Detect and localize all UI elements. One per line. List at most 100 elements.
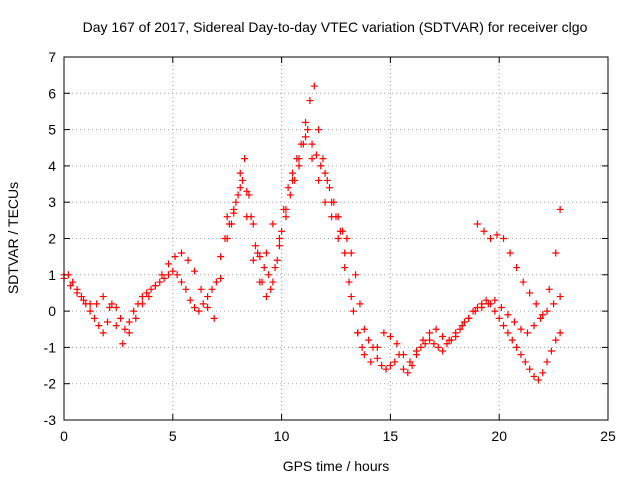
data-point: [217, 253, 225, 261]
data-point: [230, 205, 238, 213]
data-point: [145, 293, 153, 301]
data-point: [556, 329, 564, 337]
plot-frame: [63, 56, 609, 421]
data-point: [352, 271, 360, 279]
data-point: [315, 126, 323, 134]
data-point: [267, 285, 275, 293]
data-point: [288, 169, 296, 177]
data-points: [60, 82, 564, 384]
data-point: [386, 333, 394, 341]
data-point: [86, 300, 94, 308]
data-point: [260, 264, 268, 272]
data-point: [500, 322, 508, 330]
data-point: [323, 176, 331, 184]
data-point: [208, 285, 216, 293]
data-point: [210, 314, 218, 322]
data-point: [430, 340, 438, 348]
data-point: [534, 376, 542, 384]
data-point: [304, 126, 312, 134]
data-point: [545, 285, 553, 293]
data-point: [347, 249, 355, 257]
data-point: [486, 235, 494, 242]
data-point: [406, 358, 414, 366]
data-point: [367, 358, 375, 366]
data-point: [169, 267, 177, 275]
data-point: [360, 351, 368, 359]
data-point: [543, 358, 551, 366]
data-point: [269, 220, 277, 228]
data-point: [171, 253, 179, 261]
data-point: [282, 213, 290, 221]
x-tick-label: 25: [600, 428, 616, 444]
data-point: [345, 278, 353, 286]
data-point: [413, 347, 421, 355]
data-point: [138, 293, 146, 301]
data-point: [517, 351, 525, 359]
data-point: [104, 318, 112, 326]
x-tick-label: 15: [383, 428, 399, 444]
data-point: [204, 303, 212, 311]
data-point: [508, 336, 516, 344]
data-point: [262, 293, 270, 301]
data-point: [321, 198, 329, 206]
data-point: [302, 133, 310, 141]
data-point: [293, 155, 301, 163]
data-point: [273, 256, 281, 264]
data-point: [547, 347, 555, 355]
data-point: [178, 278, 186, 286]
data-point: [373, 354, 381, 362]
data-point: [160, 274, 168, 282]
x-axis-label: GPS time / hours: [283, 458, 390, 474]
y-tick-label: 2: [48, 231, 56, 247]
data-point: [408, 362, 416, 370]
data-point: [173, 271, 181, 279]
data-point: [95, 322, 103, 330]
data-point: [269, 278, 277, 286]
data-point: [197, 285, 205, 293]
data-point: [151, 282, 159, 290]
y-tick-label: -3: [44, 412, 57, 428]
data-point: [245, 191, 253, 199]
data-point: [473, 220, 481, 228]
data-point: [478, 303, 486, 311]
data-point: [537, 314, 545, 322]
data-point: [195, 307, 203, 315]
data-point: [332, 213, 340, 221]
data-point: [506, 249, 514, 257]
data-point: [288, 176, 296, 184]
data-point: [426, 336, 434, 344]
data-point: [217, 274, 225, 282]
data-point: [552, 336, 560, 344]
data-point: [526, 365, 534, 373]
data-point: [243, 187, 251, 195]
data-point: [543, 307, 551, 315]
data-point: [482, 296, 490, 304]
data-point: [86, 307, 94, 315]
data-point: [452, 329, 460, 337]
axis-ticks: 0 5 10 15 20 25 -3 -2 -1 0 1 2 3 4 5 6 7: [44, 49, 616, 444]
data-point: [254, 249, 262, 257]
data-point: [130, 307, 138, 315]
data-point: [404, 369, 412, 377]
x-tick-label: 20: [491, 428, 507, 444]
data-point: [108, 300, 116, 308]
data-point: [186, 296, 194, 304]
data-point: [356, 300, 364, 308]
data-point: [125, 318, 133, 326]
data-point: [271, 264, 279, 272]
data-point: [312, 151, 320, 159]
data-point: [243, 213, 251, 221]
y-tick-label: 5: [48, 122, 56, 138]
data-point: [232, 198, 240, 206]
data-point: [138, 300, 146, 308]
data-point: [539, 369, 547, 377]
data-point: [117, 314, 125, 322]
data-point: [360, 325, 368, 333]
data-point: [204, 293, 212, 301]
data-point: [191, 267, 199, 275]
data-point: [308, 140, 316, 148]
data-point: [69, 278, 77, 286]
data-point: [328, 198, 336, 206]
data-point: [143, 289, 151, 297]
data-point: [493, 231, 501, 239]
